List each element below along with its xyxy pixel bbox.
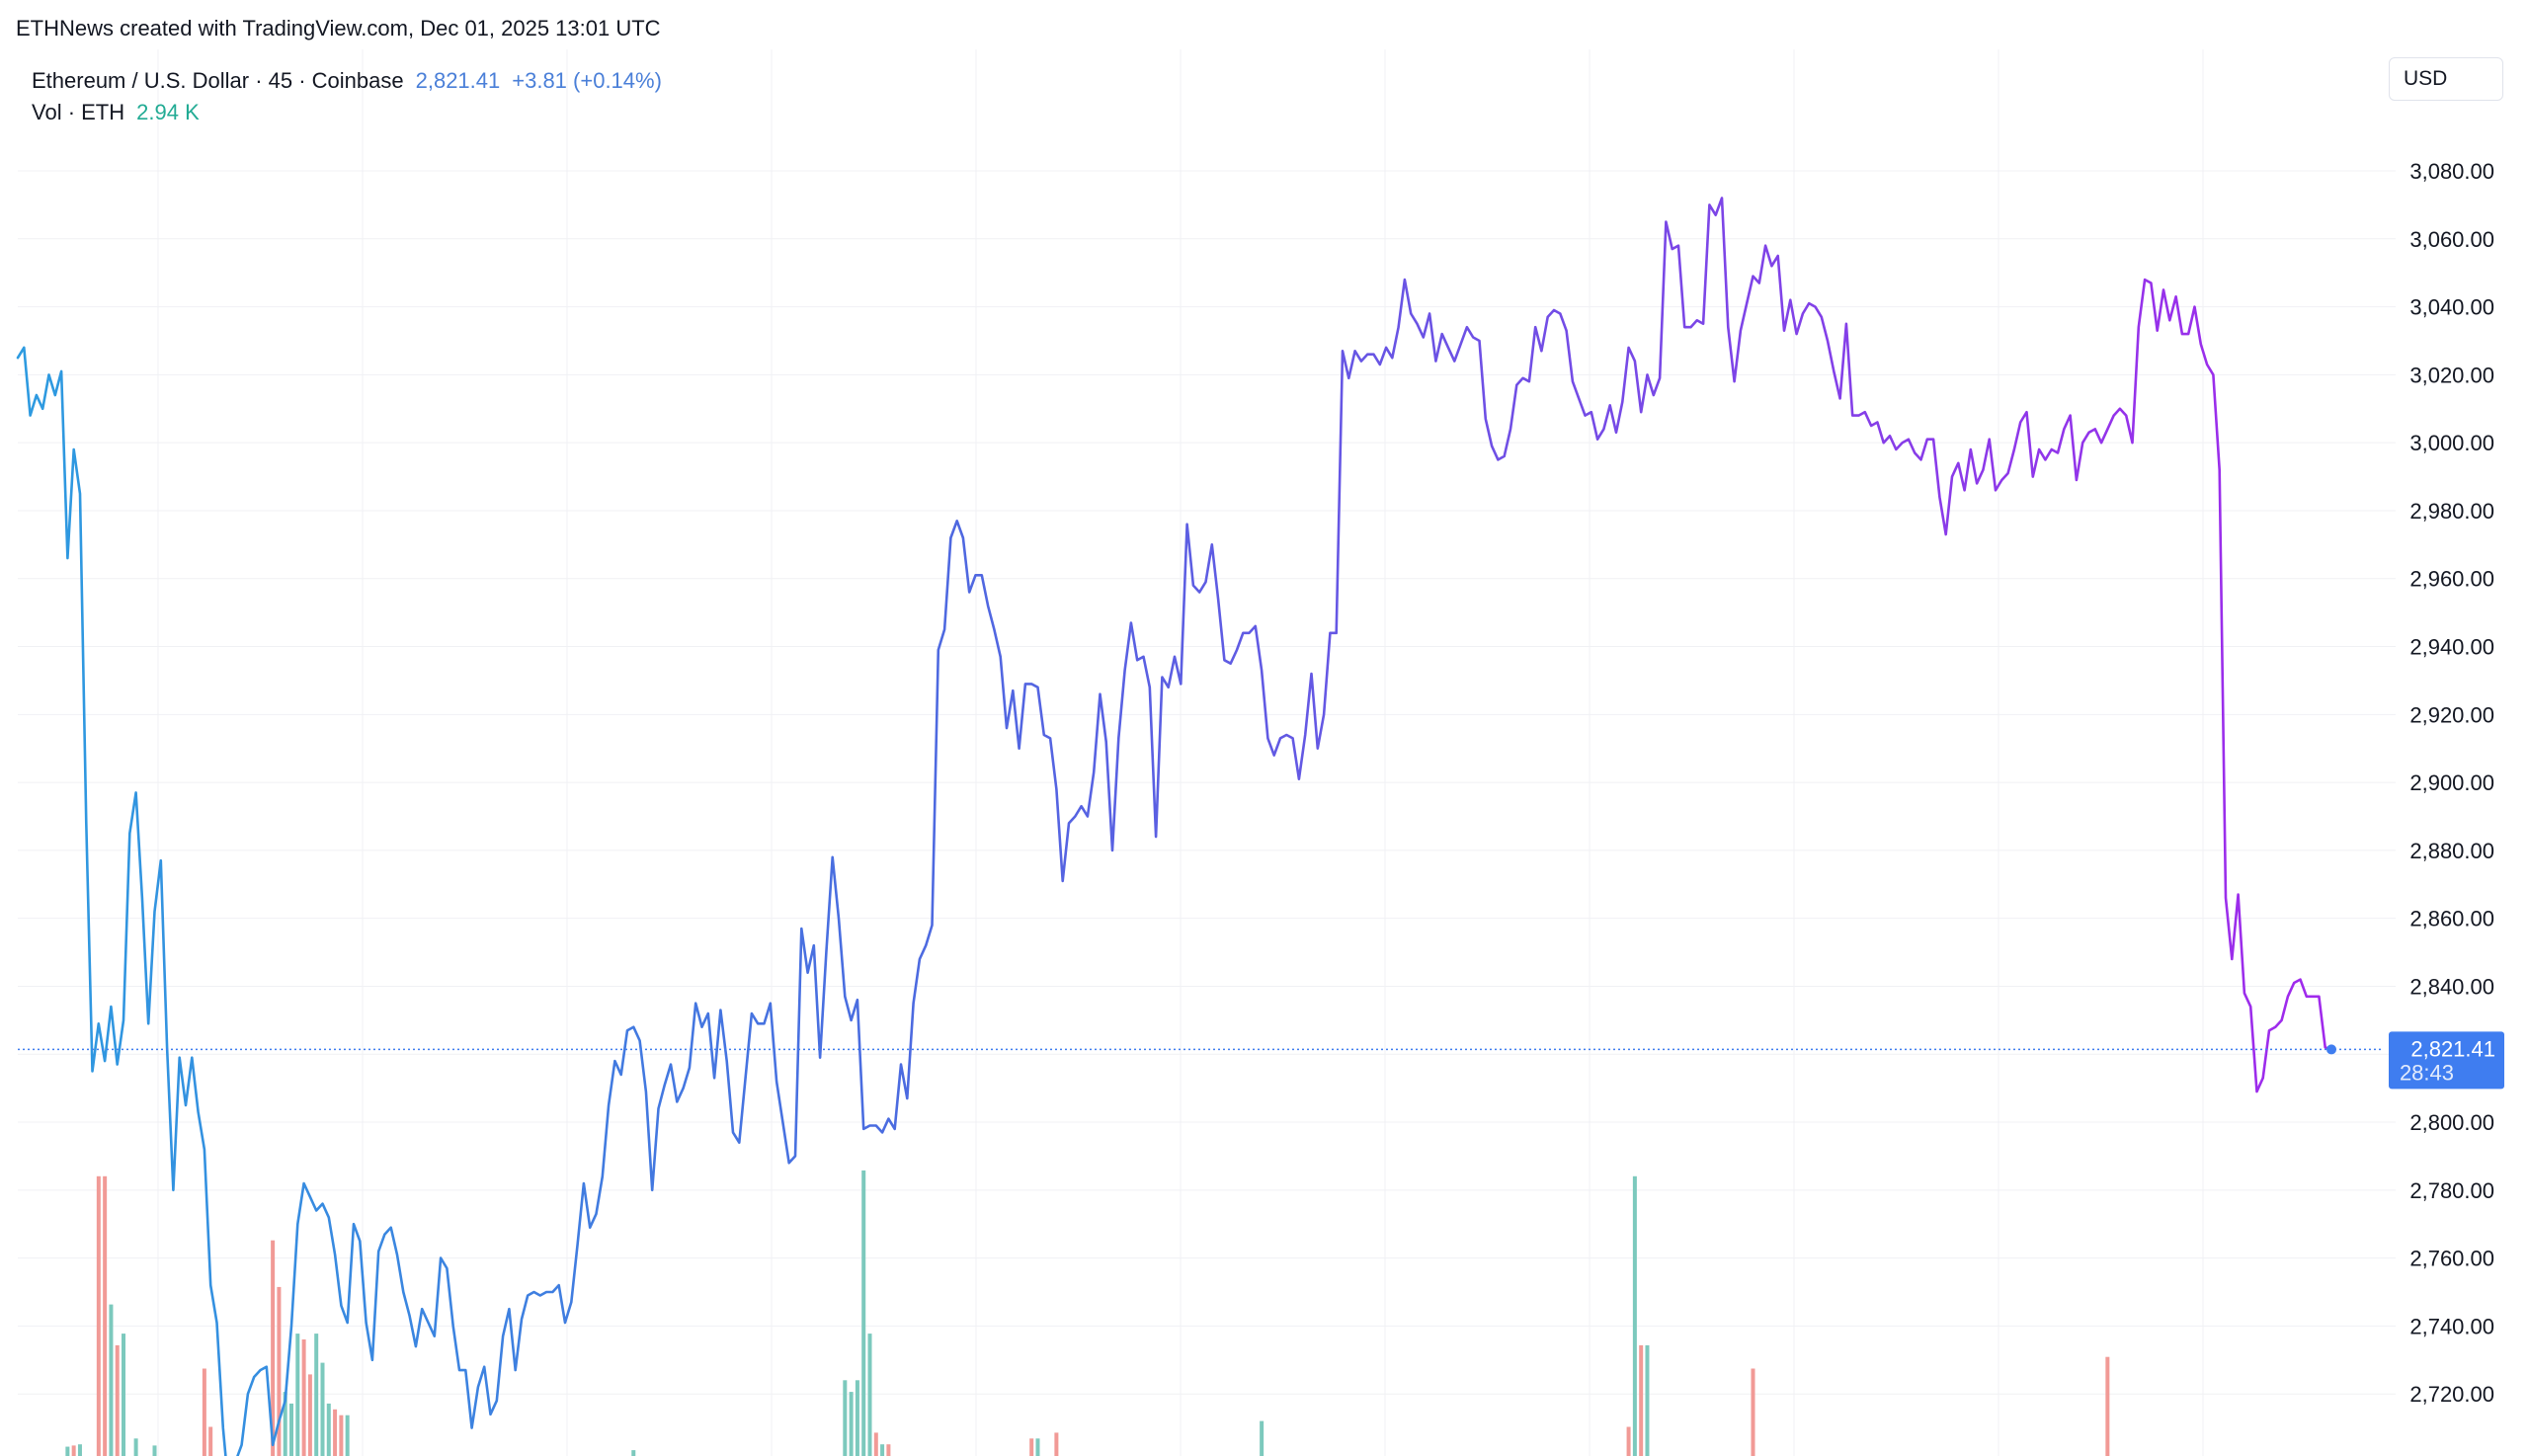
volume-bar (314, 1334, 319, 1456)
y-tick-label: 3,020.00 (2409, 363, 2494, 387)
volume-value: 2.94 K (136, 100, 200, 124)
y-tick-label: 2,800.00 (2409, 1110, 2494, 1135)
symbol-row: Ethereum / U.S. Dollar · 45 · Coinbase 2… (32, 65, 662, 97)
volume-row: Vol · ETH 2.94 K (32, 97, 662, 128)
volume-bar (133, 1438, 138, 1456)
volume-bar (631, 1450, 636, 1456)
volume-bar (77, 1444, 82, 1456)
volume-bar (71, 1445, 76, 1456)
grid-lines (18, 49, 2396, 1456)
currency-label: USD (2404, 67, 2448, 90)
y-tick-label: 2,840.00 (2409, 974, 2494, 999)
legend-price: 2,821.41 (415, 68, 501, 93)
volume-bar (202, 1368, 206, 1456)
volume-bar (1260, 1420, 1264, 1456)
volume-bar (103, 1175, 108, 1456)
volume-bar (1632, 1175, 1637, 1456)
y-axis: 2,720.00 2,740.00 2,760.00 2,780.00 2,800.00… (2409, 159, 2494, 1407)
volume-bar (1054, 1432, 1059, 1456)
volume-bar (301, 1339, 306, 1456)
volume-bar (109, 1304, 114, 1456)
y-tick-label: 2,720.00 (2409, 1382, 2494, 1407)
last-price-dot (2326, 1044, 2336, 1055)
volume-bar (886, 1444, 891, 1456)
volume-bar (271, 1240, 276, 1456)
volume-bar (208, 1426, 213, 1456)
volume-bar (96, 1175, 101, 1456)
y-tick-label: 3,040.00 (2409, 295, 2494, 320)
volume-bar (295, 1334, 300, 1456)
volume-bar (2105, 1356, 2110, 1456)
volume-bar (843, 1380, 848, 1456)
volume-bar (289, 1403, 294, 1456)
chart-caption: ETHNews created with TradingView.com, De… (16, 16, 661, 40)
volume-bar (65, 1446, 70, 1456)
volume-bar (1645, 1344, 1650, 1456)
price-badge-box (2389, 1031, 2504, 1090)
y-tick-label: 2,900.00 (2409, 770, 2494, 795)
badge-countdown: 28:43 (2400, 1060, 2454, 1085)
volume-bar (1029, 1438, 1034, 1456)
y-tick-label: 3,000.00 (2409, 431, 2494, 455)
y-tick-label: 2,860.00 (2409, 907, 2494, 931)
currency-button[interactable]: USD (2389, 57, 2503, 101)
volume-bar (326, 1403, 331, 1456)
price-line[interactable] (16, 197, 2333, 1456)
volume-bar (339, 1415, 344, 1456)
volume-bar (277, 1286, 282, 1456)
y-tick-label: 2,980.00 (2409, 499, 2494, 524)
volume-bar (122, 1334, 126, 1456)
y-tick-label: 2,880.00 (2409, 839, 2494, 863)
volume-bar (867, 1334, 872, 1456)
y-tick-label: 3,060.00 (2409, 227, 2494, 252)
volume-bar (855, 1380, 859, 1456)
volume-label[interactable]: Vol · ETH (32, 100, 125, 124)
volume-bar (1751, 1368, 1755, 1456)
volume-bar (333, 1409, 338, 1456)
symbol-title[interactable]: Ethereum / U.S. Dollar · 45 · Coinbase (32, 68, 404, 93)
volume-bar (320, 1362, 325, 1456)
legend-change: +3.81 (+0.14%) (512, 68, 662, 93)
volume-bar (861, 1170, 866, 1456)
badge-price: 2,821.41 (2410, 1036, 2495, 1061)
y-tick-label: 2,960.00 (2409, 567, 2494, 592)
y-tick-label: 2,920.00 (2409, 702, 2494, 727)
volume-bar (1626, 1426, 1631, 1456)
y-tick-label: 2,740.00 (2409, 1314, 2494, 1338)
volume-bar (1639, 1344, 1644, 1456)
volume-bar (1035, 1438, 1040, 1456)
volume-bar (880, 1444, 885, 1456)
y-tick-label: 3,080.00 (2409, 159, 2494, 184)
volume-bar (345, 1415, 350, 1456)
price-series (16, 197, 2383, 1456)
y-tick-label: 2,780.00 (2409, 1178, 2494, 1203)
volume-bar (283, 1392, 287, 1456)
y-tick-label: 2,760.00 (2409, 1247, 2494, 1271)
volume-bar (307, 1374, 312, 1456)
chart-legend: Ethereum / U.S. Dollar · 45 · Coinbase 2… (32, 65, 662, 128)
y-tick-label: 2,940.00 (2409, 635, 2494, 660)
volume-bar (152, 1445, 157, 1456)
volume-bar (115, 1344, 120, 1456)
volume-bars (65, 1170, 2110, 1456)
volume-bar (849, 1392, 854, 1456)
volume-bar (873, 1432, 878, 1456)
